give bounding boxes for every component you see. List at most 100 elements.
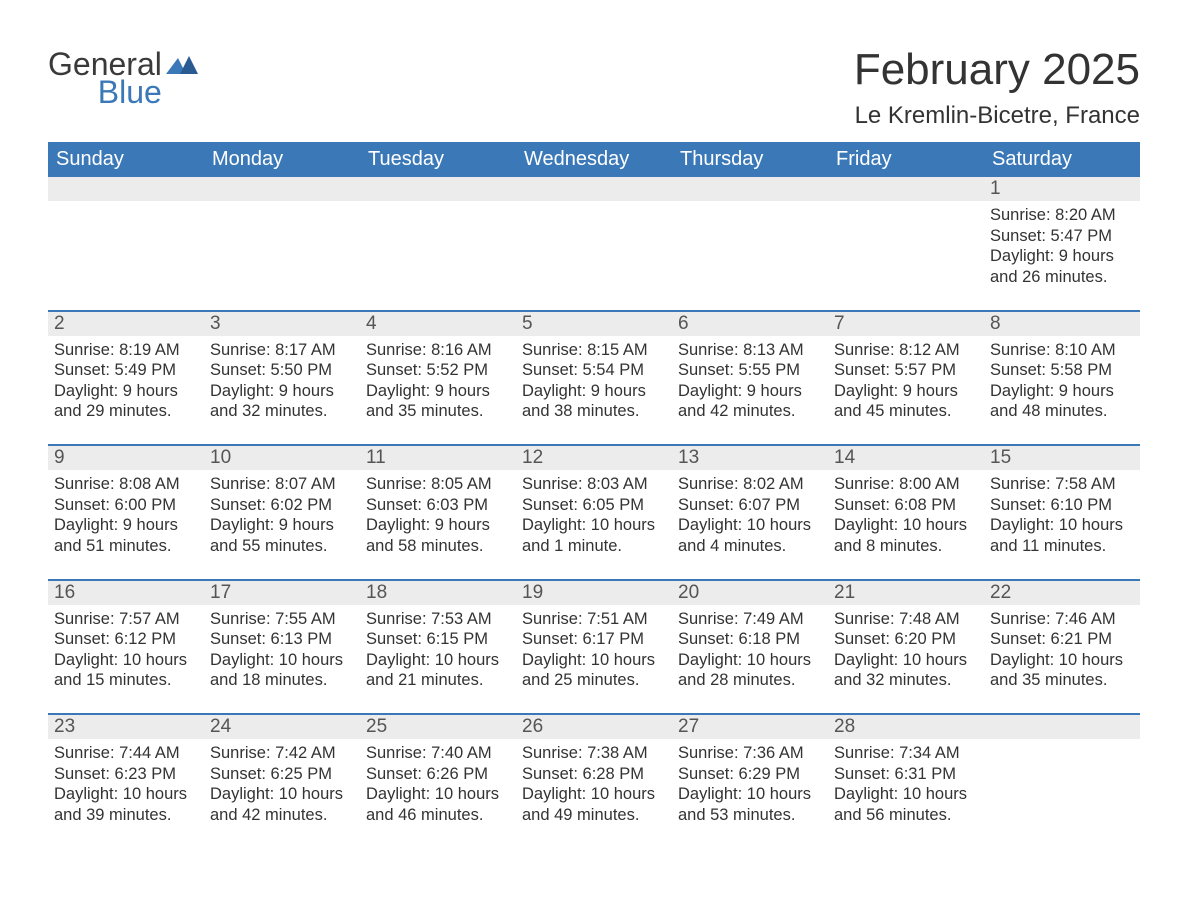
day-cell: 16Sunrise: 7:57 AMSunset: 6:12 PMDayligh… [48,580,204,715]
day-cell [984,714,1140,848]
day-cell: 1Sunrise: 8:20 AMSunset: 5:47 PMDaylight… [984,177,1140,311]
daylight-line: Daylight: 10 hours and 18 minutes. [210,650,354,691]
daylight-line: Daylight: 9 hours and 48 minutes. [990,381,1134,422]
logo-word-blue: Blue [98,76,162,108]
day-number [360,177,516,201]
daylight-line: Daylight: 10 hours and 1 minute. [522,515,666,556]
month-title: February 2025 [854,48,1140,92]
sunrise-line: Sunrise: 7:38 AM [522,743,666,764]
day-number: 18 [360,581,516,605]
sunrise-line: Sunrise: 8:12 AM [834,340,978,361]
calendar-table: Sunday Monday Tuesday Wednesday Thursday… [48,142,1140,848]
daylight-line: Daylight: 10 hours and 21 minutes. [366,650,510,691]
day-content: Sunrise: 8:10 AMSunset: 5:58 PMDaylight:… [984,336,1140,445]
daylight-line: Daylight: 9 hours and 26 minutes. [990,246,1134,287]
title-block: February 2025 Le Kremlin-Bicetre, France [854,48,1140,130]
day-content: Sunrise: 8:13 AMSunset: 5:55 PMDaylight:… [672,336,828,445]
day-cell: 20Sunrise: 7:49 AMSunset: 6:18 PMDayligh… [672,580,828,715]
day-number [984,715,1140,739]
day-content: Sunrise: 8:03 AMSunset: 6:05 PMDaylight:… [516,470,672,579]
daylight-line: Daylight: 9 hours and 45 minutes. [834,381,978,422]
day-content: Sunrise: 8:00 AMSunset: 6:08 PMDaylight:… [828,470,984,579]
sunset-line: Sunset: 6:29 PM [678,764,822,785]
daylight-line: Daylight: 10 hours and 49 minutes. [522,784,666,825]
day-number: 12 [516,446,672,470]
day-number: 27 [672,715,828,739]
daylight-line: Daylight: 10 hours and 56 minutes. [834,784,978,825]
day-content: Sunrise: 8:12 AMSunset: 5:57 PMDaylight:… [828,336,984,445]
day-content: Sunrise: 8:02 AMSunset: 6:07 PMDaylight:… [672,470,828,579]
day-content: Sunrise: 8:16 AMSunset: 5:52 PMDaylight:… [360,336,516,445]
sunrise-line: Sunrise: 8:03 AM [522,474,666,495]
daylight-line: Daylight: 10 hours and 42 minutes. [210,784,354,825]
day-number: 21 [828,581,984,605]
day-number: 17 [204,581,360,605]
col-friday: Friday [828,142,984,177]
day-cell: 8Sunrise: 8:10 AMSunset: 5:58 PMDaylight… [984,311,1140,446]
day-number: 8 [984,312,1140,336]
day-cell: 6Sunrise: 8:13 AMSunset: 5:55 PMDaylight… [672,311,828,446]
day-cell [48,177,204,311]
day-content: Sunrise: 7:38 AMSunset: 6:28 PMDaylight:… [516,739,672,848]
day-number: 1 [984,177,1140,201]
day-content: Sunrise: 7:58 AMSunset: 6:10 PMDaylight:… [984,470,1140,579]
day-content: Sunrise: 8:15 AMSunset: 5:54 PMDaylight:… [516,336,672,445]
daylight-line: Daylight: 10 hours and 4 minutes. [678,515,822,556]
sunset-line: Sunset: 6:26 PM [366,764,510,785]
sunset-line: Sunset: 6:21 PM [990,629,1134,650]
sunset-line: Sunset: 6:08 PM [834,495,978,516]
day-number: 3 [204,312,360,336]
sunrise-line: Sunrise: 7:57 AM [54,609,198,630]
sunset-line: Sunset: 6:28 PM [522,764,666,785]
day-number: 23 [48,715,204,739]
sunrise-line: Sunrise: 7:40 AM [366,743,510,764]
day-number: 24 [204,715,360,739]
sunrise-line: Sunrise: 8:02 AM [678,474,822,495]
sunrise-line: Sunrise: 7:58 AM [990,474,1134,495]
day-content: Sunrise: 7:57 AMSunset: 6:12 PMDaylight:… [48,605,204,714]
week-row: 1Sunrise: 8:20 AMSunset: 5:47 PMDaylight… [48,177,1140,311]
daylight-line: Daylight: 9 hours and 38 minutes. [522,381,666,422]
week-row: 9Sunrise: 8:08 AMSunset: 6:00 PMDaylight… [48,445,1140,580]
day-number: 14 [828,446,984,470]
logo: General Blue [48,48,198,108]
sunrise-line: Sunrise: 8:10 AM [990,340,1134,361]
day-number [672,177,828,201]
sunrise-line: Sunrise: 7:55 AM [210,609,354,630]
col-saturday: Saturday [984,142,1140,177]
day-content [204,201,360,297]
sunrise-line: Sunrise: 7:42 AM [210,743,354,764]
sunrise-line: Sunrise: 8:17 AM [210,340,354,361]
day-content: Sunrise: 7:40 AMSunset: 6:26 PMDaylight:… [360,739,516,848]
day-cell: 15Sunrise: 7:58 AMSunset: 6:10 PMDayligh… [984,445,1140,580]
sunrise-line: Sunrise: 8:15 AM [522,340,666,361]
day-cell: 17Sunrise: 7:55 AMSunset: 6:13 PMDayligh… [204,580,360,715]
day-number: 5 [516,312,672,336]
day-cell: 22Sunrise: 7:46 AMSunset: 6:21 PMDayligh… [984,580,1140,715]
sunset-line: Sunset: 5:49 PM [54,360,198,381]
day-header-row: Sunday Monday Tuesday Wednesday Thursday… [48,142,1140,177]
daylight-line: Daylight: 9 hours and 29 minutes. [54,381,198,422]
day-number: 13 [672,446,828,470]
day-number: 6 [672,312,828,336]
daylight-line: Daylight: 9 hours and 51 minutes. [54,515,198,556]
day-cell: 9Sunrise: 8:08 AMSunset: 6:00 PMDaylight… [48,445,204,580]
day-number: 2 [48,312,204,336]
day-cell: 18Sunrise: 7:53 AMSunset: 6:15 PMDayligh… [360,580,516,715]
daylight-line: Daylight: 10 hours and 53 minutes. [678,784,822,825]
day-content: Sunrise: 8:17 AMSunset: 5:50 PMDaylight:… [204,336,360,445]
day-number: 15 [984,446,1140,470]
daylight-line: Daylight: 10 hours and 39 minutes. [54,784,198,825]
day-content [516,201,672,297]
day-content [48,201,204,297]
day-cell: 4Sunrise: 8:16 AMSunset: 5:52 PMDaylight… [360,311,516,446]
sunrise-line: Sunrise: 8:16 AM [366,340,510,361]
day-content: Sunrise: 8:05 AMSunset: 6:03 PMDaylight:… [360,470,516,579]
col-sunday: Sunday [48,142,204,177]
sunrise-line: Sunrise: 7:44 AM [54,743,198,764]
sunrise-line: Sunrise: 7:51 AM [522,609,666,630]
daylight-line: Daylight: 10 hours and 46 minutes. [366,784,510,825]
sunset-line: Sunset: 6:15 PM [366,629,510,650]
sunset-line: Sunset: 5:55 PM [678,360,822,381]
sunrise-line: Sunrise: 8:00 AM [834,474,978,495]
